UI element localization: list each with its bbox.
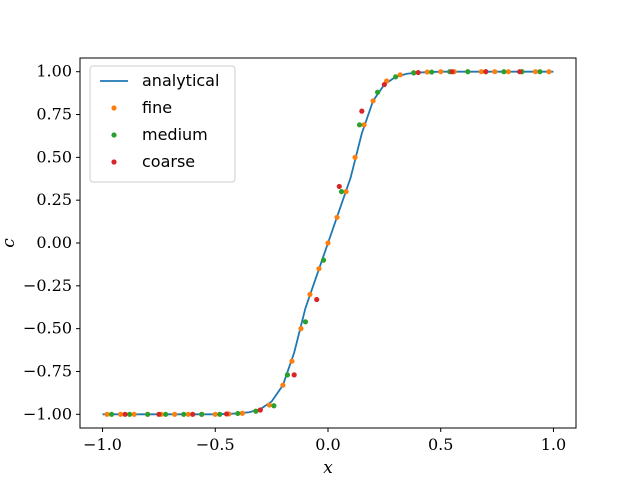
data-point-medium [235, 410, 241, 417]
data-point-fine [334, 214, 340, 220]
legend-swatch-coarse [111, 159, 117, 165]
data-point-coarse [449, 69, 455, 75]
data-point-fine [438, 69, 444, 75]
x-tick-label: 1.0 [541, 435, 566, 454]
data-point-medium [271, 403, 277, 409]
legend-label-analytical: analytical [142, 71, 219, 90]
data-point-medium [163, 411, 169, 417]
x-axis-label: x [323, 458, 333, 478]
data-point-fine [325, 240, 331, 246]
data-point-medium [393, 74, 399, 80]
data-point-medium [375, 89, 381, 95]
data-point-medium [411, 70, 417, 76]
data-point-coarse [291, 372, 297, 378]
data-point-fine [316, 266, 322, 272]
data-point-medium [145, 411, 151, 417]
y-tick-label: −1.00 [23, 404, 72, 423]
y-tick-label: 0.75 [36, 105, 72, 124]
legend-label-fine: fine [142, 98, 172, 117]
data-point-coarse [359, 108, 365, 114]
data-point-fine [370, 98, 376, 104]
data-point-fine [266, 402, 272, 408]
y-tick-label: −0.50 [23, 319, 72, 338]
data-point-fine [397, 72, 403, 78]
data-point-fine [492, 69, 498, 75]
data-point-fine [546, 69, 552, 75]
data-point-medium [356, 122, 363, 128]
legend-swatch-fine [111, 105, 117, 111]
data-point-fine [298, 326, 304, 332]
series-layer [102, 69, 554, 417]
y-tick-label: −0.75 [23, 361, 72, 380]
y-tick-label: −0.25 [23, 276, 72, 295]
data-point-coarse [156, 411, 162, 417]
y-tick-label: 0.25 [36, 190, 72, 209]
data-point-medium [181, 411, 187, 417]
data-point-medium [199, 411, 205, 417]
y-axis-label: c [0, 238, 19, 248]
data-point-coarse [336, 183, 342, 190]
data-point-fine [104, 411, 110, 417]
data-point-coarse [517, 69, 523, 75]
data-point-fine [212, 411, 218, 417]
data-point-fine [505, 69, 511, 75]
data-point-fine [352, 154, 358, 160]
data-point-coarse [381, 81, 387, 88]
data-point-fine [280, 382, 286, 388]
y-tick-label: 0.00 [36, 233, 72, 252]
data-point-fine [532, 69, 539, 75]
legend-box [89, 65, 236, 183]
data-point-medium [465, 69, 471, 75]
data-point-medium [338, 189, 345, 195]
data-point-fine [185, 411, 191, 417]
data-point-medium [320, 257, 327, 263]
data-point-medium [537, 69, 543, 75]
data-point-medium [302, 319, 309, 325]
legend-swatch-medium [111, 132, 117, 138]
data-point-medium [217, 411, 223, 417]
data-point-coarse [314, 296, 320, 303]
data-point-fine [239, 410, 245, 416]
data-point-fine [131, 411, 137, 417]
data-point-fine [343, 189, 349, 195]
y-tick-label: 0.50 [36, 147, 72, 166]
data-point-coarse [415, 69, 421, 76]
data-point-fine [289, 358, 295, 364]
data-point-medium [253, 408, 259, 414]
x-tick-label: 0.0 [315, 435, 340, 454]
axes-layer: −1.0 −0.5 0.0 0.5 1.0 −1.00 −0.75 −0.50 −0.25 0.0… [0, 57, 577, 478]
data-point-medium [108, 411, 115, 417]
data-point-fine [172, 411, 178, 417]
data-point-medium [429, 69, 435, 75]
data-point-fine [424, 69, 430, 75]
y-tick-label: 1.00 [36, 62, 72, 81]
data-point-medium [284, 372, 291, 378]
legend-label-medium: medium [142, 125, 208, 144]
data-point-coarse [223, 411, 230, 417]
data-point-fine [361, 122, 367, 128]
legend: analytical fine medium coarse [89, 65, 236, 183]
data-point-medium [501, 69, 507, 75]
data-point-coarse [483, 69, 489, 75]
x-tick-label: −1.0 [83, 435, 122, 454]
x-tick-label: −0.5 [196, 435, 235, 454]
data-point-fine [478, 69, 484, 75]
legend-label-coarse: coarse [142, 152, 195, 171]
data-point-coarse [190, 411, 196, 417]
data-point-coarse [122, 411, 128, 417]
data-point-coarse [257, 407, 263, 413]
data-point-fine [307, 291, 313, 297]
x-tick-label: 0.5 [428, 435, 453, 454]
data-point-medium [127, 411, 133, 417]
data-point-fine [117, 411, 124, 417]
